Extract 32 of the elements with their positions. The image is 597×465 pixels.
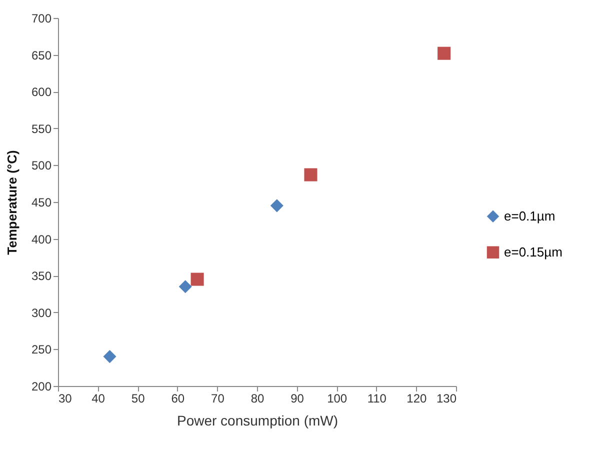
y-tick-label: 400 [31, 232, 52, 246]
point [178, 280, 192, 294]
y-tick-label: 300 [31, 306, 52, 320]
point [438, 46, 451, 60]
x-tick-label: 90 [290, 392, 304, 406]
y-tick-label: 550 [31, 122, 52, 136]
x-tick-label: 70 [211, 392, 225, 406]
legend-label: e=0.1µm [504, 208, 556, 224]
x-tick-label: 40 [92, 392, 106, 406]
y-tick-label: 650 [31, 48, 52, 62]
x-tick-label: 110 [367, 392, 387, 406]
y-tick-label: 250 [31, 342, 52, 357]
x-tick-label: 100 [327, 392, 348, 406]
point [304, 168, 318, 182]
x-tick-label: 120 [406, 392, 428, 406]
y-tick-label: 450 [31, 196, 52, 210]
y-tick-label: 700 [31, 12, 52, 26]
y-tick-label: 500 [31, 158, 52, 173]
y-tick-label: 600 [31, 85, 52, 100]
x-axis-title: Power consumption (mW) [176, 412, 338, 428]
y-tick-label: 350 [31, 269, 52, 284]
x-tick-label: 60 [171, 392, 185, 406]
x-tick-label: 30 [58, 392, 72, 406]
x-tick-label: 50 [131, 392, 146, 406]
y-axis-title: Temperature (°C) [4, 150, 20, 255]
x-tick-label: 80 [250, 392, 264, 406]
x-tick-label: 130 [436, 392, 457, 406]
point [190, 272, 204, 286]
y-tick-label: 200 [31, 380, 52, 394]
point [270, 199, 284, 212]
legend-label: e=0.15µm [504, 244, 562, 260]
point [103, 350, 116, 364]
